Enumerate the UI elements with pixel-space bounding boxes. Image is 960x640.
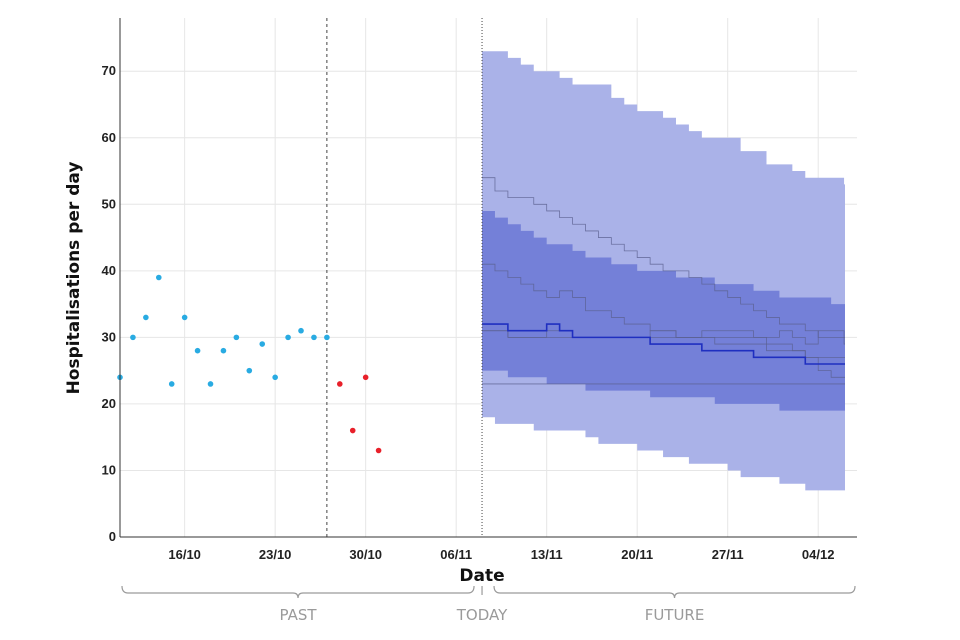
observed-point bbox=[155, 274, 162, 281]
forecast-trajectory-line bbox=[482, 177, 845, 345]
observed-point bbox=[181, 314, 188, 321]
observed-point bbox=[207, 381, 214, 387]
incomplete-point bbox=[375, 447, 382, 454]
x-tick-label: 30/10 bbox=[349, 547, 382, 562]
x-tick-label: 13/11 bbox=[531, 547, 563, 562]
y-tick-label: 70 bbox=[102, 63, 116, 78]
y-tick-label: 0 bbox=[109, 529, 116, 544]
y-tick-label: 20 bbox=[102, 396, 116, 411]
observed-point bbox=[311, 334, 317, 341]
observed-point bbox=[246, 367, 253, 374]
phase-label: FUTURE bbox=[645, 606, 705, 624]
phase-label: TODAY bbox=[456, 606, 508, 624]
observed-point bbox=[233, 334, 240, 341]
observed-point bbox=[220, 347, 227, 354]
observed-point bbox=[194, 347, 201, 354]
incomplete-point bbox=[337, 381, 343, 387]
x-tick-label: 23/10 bbox=[259, 547, 292, 562]
observed-point bbox=[168, 381, 175, 387]
observed-point bbox=[130, 334, 136, 341]
x-tick-label: 16/10 bbox=[168, 547, 201, 562]
x-tick-label: 06/11 bbox=[440, 547, 472, 562]
phase-bracket bbox=[121, 585, 475, 599]
x-tick-label: 20/11 bbox=[621, 547, 653, 562]
observed-point bbox=[143, 314, 149, 321]
forecast-inner-band bbox=[482, 210, 845, 411]
observed-point bbox=[285, 334, 291, 341]
forecast-trajectory-line bbox=[482, 263, 845, 358]
phase-bracket bbox=[493, 585, 856, 599]
y-axis-title: Hospitalisations per day bbox=[64, 162, 84, 395]
tick-labels: 16/10 23/10 30/10 06/11 13/11 20/11 27/11 04/12… bbox=[102, 63, 835, 562]
x-tick-label: 27/11 bbox=[712, 547, 744, 562]
observed-points bbox=[117, 274, 382, 454]
observed-point bbox=[259, 341, 266, 347]
observed-point bbox=[298, 327, 304, 334]
observed-point bbox=[324, 334, 330, 341]
x-axis-title: Date bbox=[459, 566, 504, 586]
incomplete-point bbox=[349, 427, 356, 434]
y-tick-label: 60 bbox=[102, 130, 116, 145]
y-tick-label: 30 bbox=[102, 329, 116, 344]
x-tick-label: 04/12 bbox=[802, 547, 835, 562]
forecast-median bbox=[482, 323, 845, 365]
reference-lines bbox=[326, 18, 483, 537]
forecast-trajectories bbox=[482, 177, 845, 385]
axes bbox=[119, 18, 857, 538]
observed-point bbox=[272, 374, 278, 381]
y-tick-label: 40 bbox=[102, 263, 116, 278]
forecast-median-line bbox=[482, 323, 845, 365]
y-tick-label: 50 bbox=[102, 196, 116, 211]
phase-label: PAST bbox=[280, 606, 318, 624]
y-tick-label: 10 bbox=[102, 462, 116, 477]
incomplete-point bbox=[362, 374, 369, 381]
phase-brackets: PAST TODAY FUTURE bbox=[121, 585, 856, 624]
forecast-trajectory-line bbox=[482, 330, 845, 378]
